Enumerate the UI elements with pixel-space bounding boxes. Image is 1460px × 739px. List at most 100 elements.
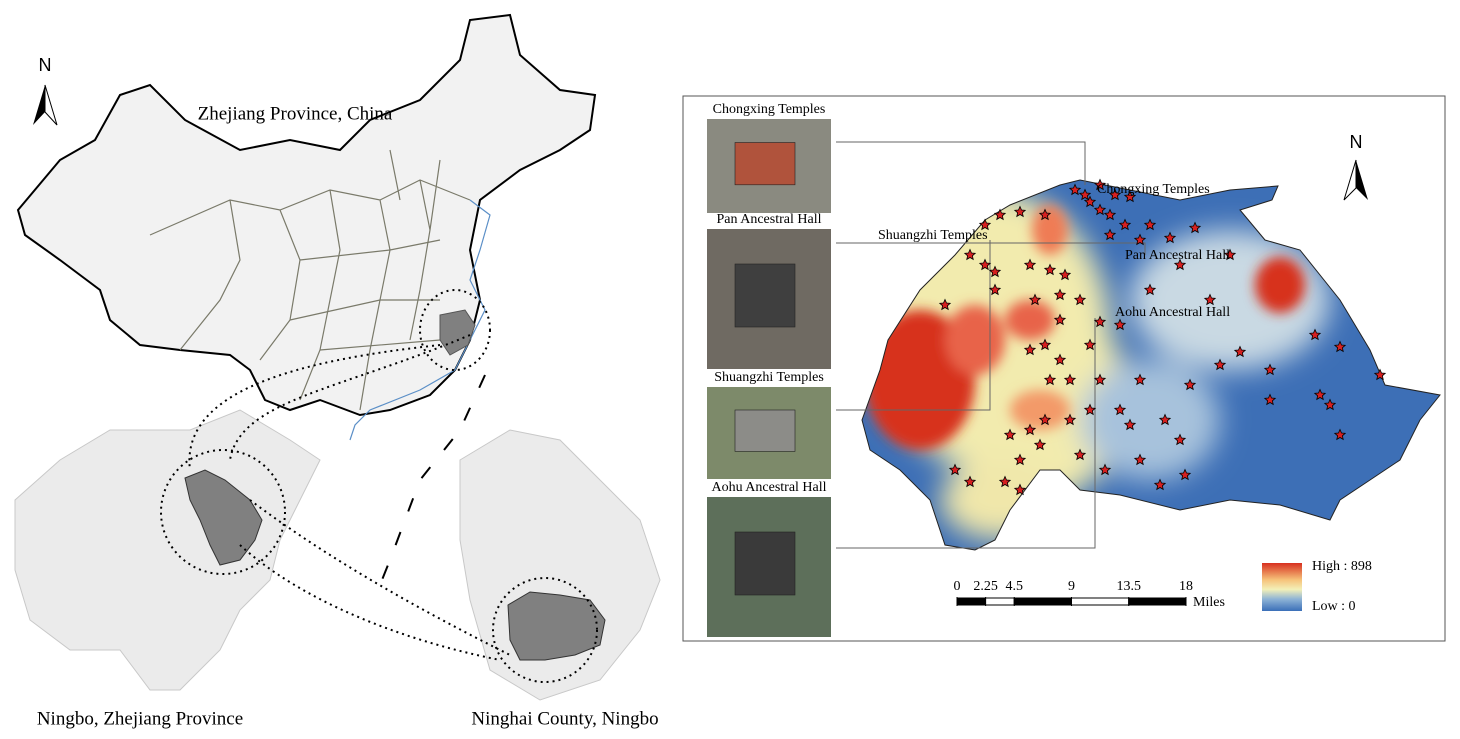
site-star bbox=[1013, 453, 1027, 466]
site-label: Chongxing Temples bbox=[1097, 182, 1210, 197]
site-star bbox=[1063, 413, 1077, 426]
site-star bbox=[1188, 221, 1202, 234]
ninghai-shape bbox=[507, 591, 606, 661]
site-star bbox=[1083, 338, 1097, 351]
site-star bbox=[1133, 373, 1147, 386]
site-star bbox=[1173, 433, 1187, 446]
site-star bbox=[1333, 340, 1347, 353]
caption-ninghai: Ninghai County, Ningbo bbox=[471, 708, 658, 729]
connector-lines bbox=[188, 334, 511, 661]
site-star bbox=[1163, 231, 1177, 244]
site-star bbox=[998, 475, 1012, 488]
scale-tick-label: 2.25 bbox=[973, 579, 998, 594]
site-star bbox=[1263, 393, 1277, 406]
north-arrow-light bbox=[44, 84, 58, 126]
site-star bbox=[1123, 190, 1137, 203]
site-star bbox=[1113, 403, 1127, 416]
site-star bbox=[1068, 183, 1082, 196]
north-arrow: N bbox=[33, 55, 58, 126]
site-star bbox=[938, 298, 952, 311]
site-star bbox=[1038, 413, 1052, 426]
heritage-sites bbox=[938, 178, 1387, 496]
leader-lines bbox=[836, 141, 1146, 549]
site-star bbox=[1038, 208, 1052, 221]
zhejiang bbox=[439, 309, 476, 356]
highlight-circle bbox=[419, 289, 491, 371]
legend-high: High : 898 bbox=[1312, 559, 1372, 574]
scale-tick-label: 13.5 bbox=[1117, 579, 1142, 594]
site-star bbox=[1093, 203, 1107, 216]
site-star bbox=[1073, 448, 1087, 461]
map-title: Zhejiang Province, China bbox=[198, 103, 393, 124]
site-star bbox=[1143, 218, 1157, 231]
site-star bbox=[963, 248, 977, 261]
elevation-panel: Chongxing Temples Pan Ancestral Hall Shuan… bbox=[682, 95, 1446, 642]
site-star bbox=[1178, 468, 1192, 481]
site-star bbox=[1143, 283, 1157, 296]
site-star bbox=[1038, 338, 1052, 351]
site-star bbox=[1043, 373, 1057, 386]
site-star bbox=[1113, 318, 1127, 331]
site-star bbox=[1153, 478, 1167, 491]
photo-building bbox=[734, 409, 796, 452]
island-dashes bbox=[379, 374, 486, 586]
scale-segment bbox=[1071, 597, 1130, 606]
site-star bbox=[1028, 293, 1042, 306]
site-star bbox=[1308, 328, 1322, 341]
scale-tick-label: 4.5 bbox=[1006, 579, 1024, 594]
ningbo-circle bbox=[160, 449, 286, 575]
site-star bbox=[1313, 388, 1327, 401]
site-star bbox=[1108, 188, 1122, 201]
ningbo-shape bbox=[184, 469, 263, 566]
ningbo-map: Ningbo, Zhejiang Province Ninghai County… bbox=[14, 334, 661, 729]
site-star bbox=[978, 258, 992, 271]
scale-unit: Miles bbox=[1193, 595, 1225, 610]
site-star bbox=[963, 475, 977, 488]
ningbo-region bbox=[14, 409, 321, 691]
site-star bbox=[1003, 428, 1017, 441]
site-star bbox=[978, 218, 992, 231]
site-star bbox=[1263, 363, 1277, 376]
site-star bbox=[1078, 188, 1092, 201]
site-label: Shuangzhi Temples bbox=[878, 228, 988, 243]
scale-segment bbox=[1128, 597, 1187, 606]
scale-tick-label: 0 bbox=[954, 579, 961, 594]
site-star bbox=[993, 208, 1007, 221]
site-star bbox=[1083, 403, 1097, 416]
scale-tick-label: 9 bbox=[1068, 579, 1075, 594]
site-star bbox=[1158, 413, 1172, 426]
site-star bbox=[1043, 263, 1057, 276]
photo-building bbox=[734, 531, 796, 596]
site-star bbox=[1058, 268, 1072, 281]
site-star bbox=[1323, 398, 1337, 411]
legend-ramp bbox=[1262, 563, 1302, 611]
photo-caption: Pan Ancestral Hall bbox=[717, 212, 822, 227]
site-star bbox=[1103, 208, 1117, 221]
site-star bbox=[1213, 358, 1227, 371]
scale-segment bbox=[956, 597, 987, 606]
site-star bbox=[1093, 178, 1107, 191]
site-star bbox=[1118, 218, 1132, 231]
site-star bbox=[1233, 345, 1247, 358]
site-star bbox=[1333, 428, 1347, 441]
site-star bbox=[1023, 423, 1037, 436]
site-star bbox=[1133, 453, 1147, 466]
scale-bar: 0 2.25 4.5 9 13.5 18 bbox=[954, 579, 1193, 606]
north-label: N bbox=[39, 55, 52, 75]
dem-high bbox=[865, 205, 1305, 450]
scale-segment bbox=[985, 597, 1015, 606]
site-label: Aohu Ancestral Hall bbox=[1115, 305, 1230, 320]
site-star bbox=[1093, 315, 1107, 328]
site-star bbox=[1173, 258, 1187, 271]
site-star bbox=[1083, 195, 1097, 208]
site-star bbox=[1098, 463, 1112, 476]
ninghai-circle bbox=[492, 577, 598, 683]
dem-outline bbox=[861, 179, 1441, 551]
site-star bbox=[1023, 258, 1037, 271]
site-star bbox=[948, 463, 962, 476]
site-star bbox=[1063, 373, 1077, 386]
scale-segment bbox=[1013, 597, 1072, 606]
